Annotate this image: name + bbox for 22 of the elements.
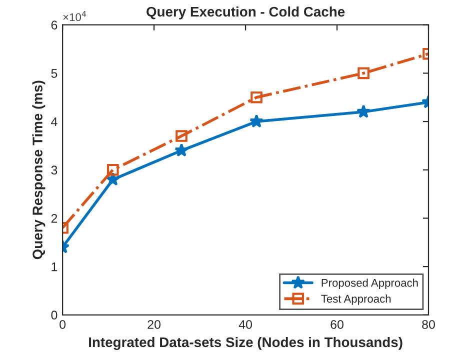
y-tick-label: 4: [51, 117, 58, 126]
point: [250, 114, 264, 128]
y-tick-label: 3: [51, 166, 58, 175]
y-tick-label: 1: [52, 262, 58, 272]
chart-title: Query Execution - Cold Cache: [146, 6, 345, 20]
legend-label: Proposed Approach: [322, 278, 418, 289]
x-axis-title: Integrated Data-sets Size (Nodes in Thousands): [89, 336, 402, 350]
x-tick-label: 40: [238, 320, 252, 329]
y-tick-label: 5: [51, 69, 58, 78]
x-tick-label: 80: [422, 320, 435, 329]
point: [250, 91, 262, 104]
point: [174, 143, 188, 157]
text: ×10$^{4}$: [63, 11, 86, 22]
x-tick-label: 60: [330, 320, 344, 329]
y-tick-label: 6: [51, 20, 58, 30]
y-axis-title: Query Response Time (ms): [32, 80, 46, 260]
y-tick-label: 0: [51, 310, 58, 320]
x-tick-label: 20: [148, 320, 161, 329]
x-tick-label: 0: [60, 320, 66, 329]
point: [176, 130, 188, 142]
legend-label: Test Approach: [321, 294, 391, 305]
y-tick-label: 2: [51, 214, 58, 223]
